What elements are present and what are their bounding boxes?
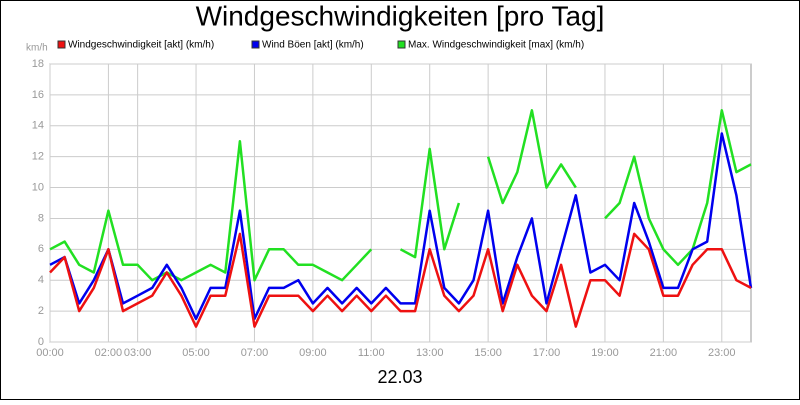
y-tick-label: 16 (32, 89, 44, 101)
legend-swatch (57, 40, 66, 49)
chart-title: Windgeschwindigkeiten [pro Tag] (196, 0, 605, 31)
legend-label: Wind Böen [akt] (km/h) (262, 40, 364, 51)
y-tick-label: 0 (38, 336, 44, 348)
series-line (49, 109, 752, 282)
x-tick-label: 15:00 (474, 347, 502, 359)
legend-label: Max. Windgeschwindigkeit [max] (km/h) (408, 40, 584, 51)
legend-swatch (251, 40, 260, 49)
y-tick-label: 2 (38, 305, 44, 317)
x-tick-label: 07:00 (241, 347, 269, 359)
legend-label: Windgeschwindigkeit [akt] (km/h) (68, 40, 214, 51)
x-tick-label: 23:00 (708, 347, 736, 359)
x-tick-label: 17:00 (533, 347, 561, 359)
x-tick-label: 19:00 (591, 347, 619, 359)
x-tick-label: 09:00 (299, 347, 327, 359)
legend-swatch (397, 40, 406, 49)
x-tick-label: 02:00 (95, 347, 123, 359)
unit-label: km/h (26, 43, 48, 54)
series-line (49, 132, 753, 321)
y-tick-label: 14 (32, 120, 44, 132)
x-tick-label: 11:00 (358, 347, 385, 359)
x-tick-label: 00:00 (36, 347, 64, 359)
x-tick-label: 05:00 (182, 347, 210, 359)
x-tick-label: 03:00 (124, 347, 152, 359)
y-tick-label: 18 (32, 58, 44, 70)
y-tick-label: 10 (32, 181, 44, 193)
y-tick-label: 4 (38, 274, 44, 286)
legend: Windgeschwindigkeit [akt] (km/h) Wind Böe… (57, 40, 584, 51)
x-tick-label: 13:00 (416, 347, 444, 359)
series-line (49, 232, 752, 328)
y-tick-label: 8 (38, 212, 44, 224)
x-tick-label: 21:00 (650, 347, 678, 359)
y-tick-label: 12 (32, 151, 44, 163)
date-label: 22.03 (377, 367, 422, 387)
y-tick-label: 6 (38, 243, 44, 255)
